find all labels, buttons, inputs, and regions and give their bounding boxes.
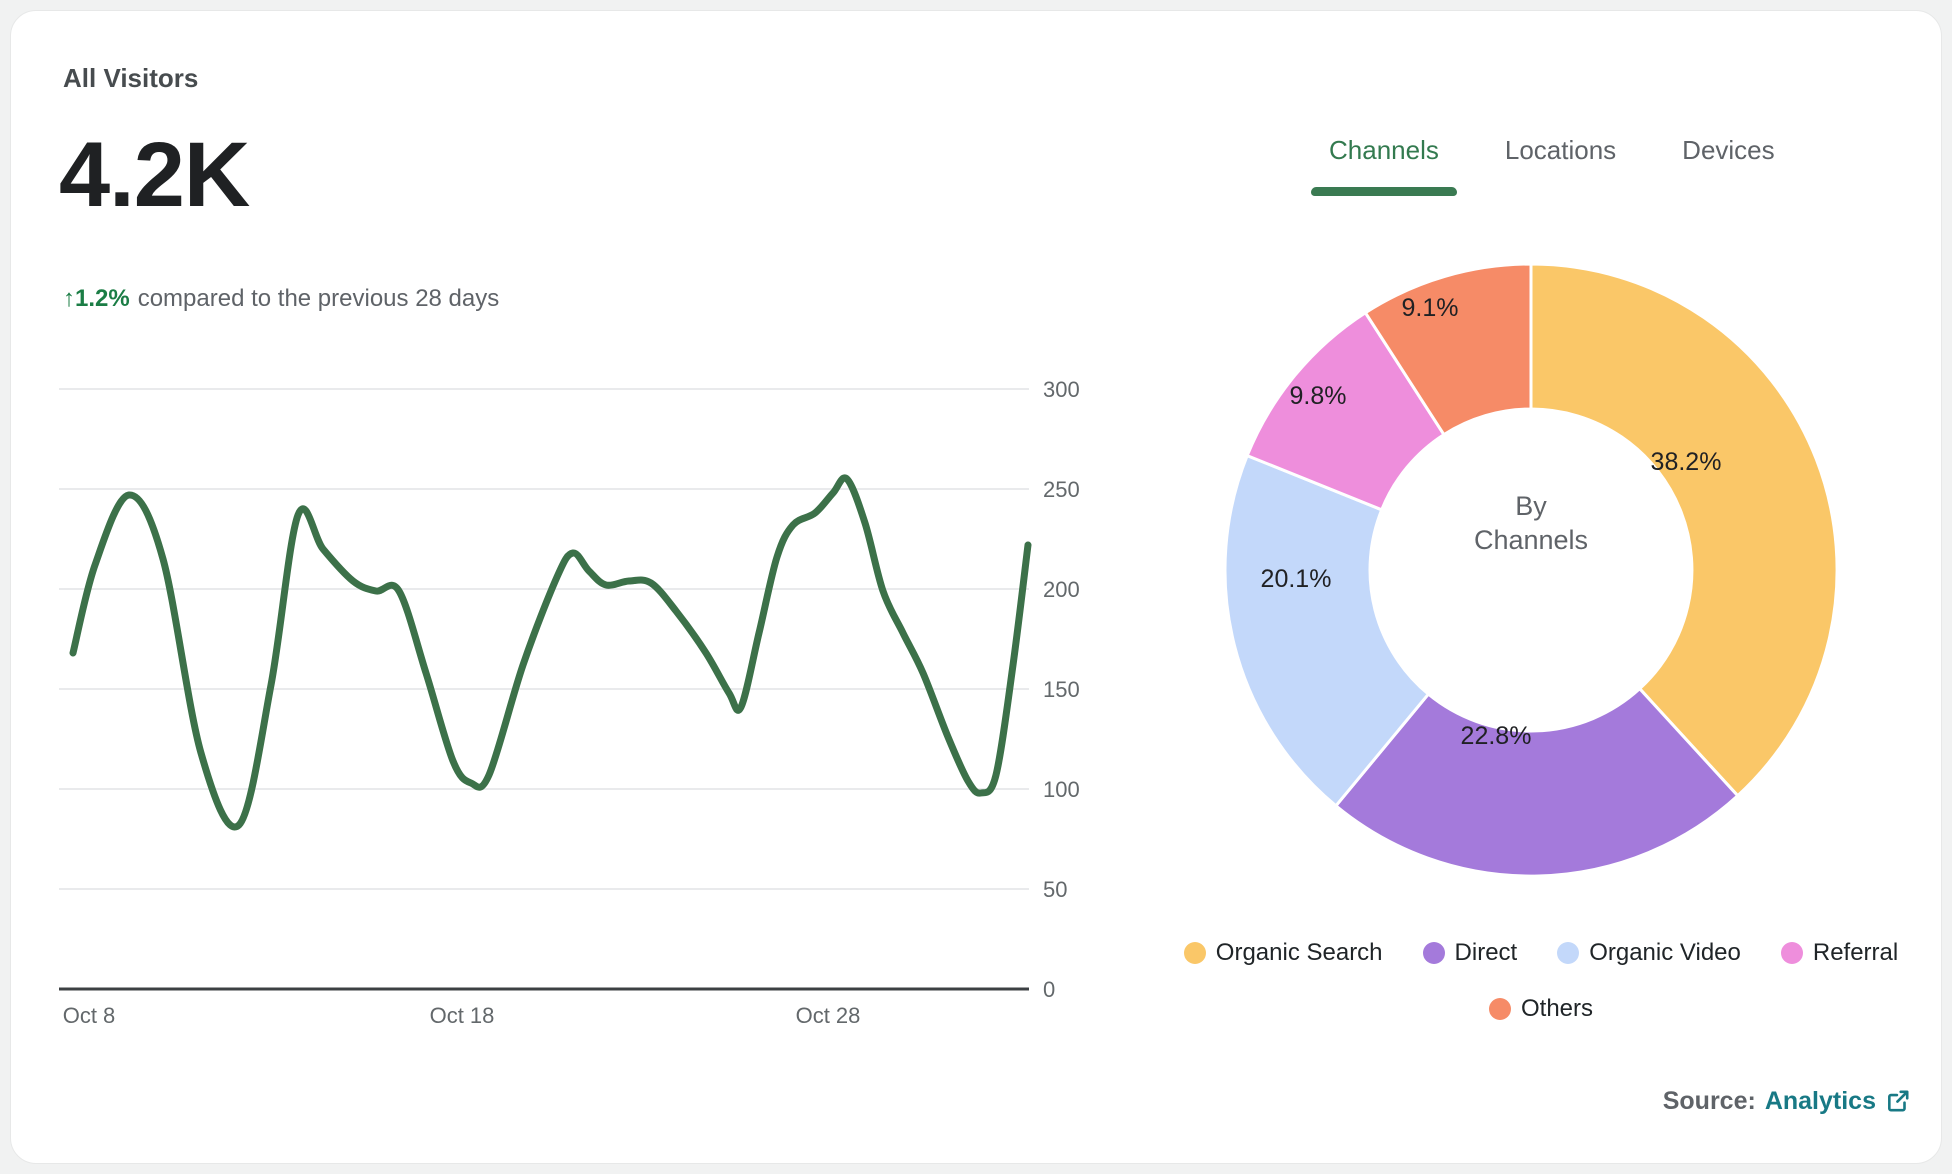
legend-label: Direct <box>1454 939 1518 966</box>
legend-item-others[interactable]: Others <box>1488 995 1594 1023</box>
tab-locations[interactable]: Locations <box>1487 126 1634 196</box>
donut-percent-label: 9.8% <box>1290 382 1347 410</box>
visitors-series-line <box>69 474 1032 831</box>
tab-label: Locations <box>1504 135 1617 165</box>
legend-swatch-icon <box>1488 998 1511 1020</box>
active-tab-underline <box>1311 187 1457 196</box>
tab-devices[interactable]: Devices <box>1664 126 1792 196</box>
tab-label: Devices <box>1682 135 1775 165</box>
donut-percent-label: 9.1% <box>1402 294 1459 322</box>
tab-channels[interactable]: Channels <box>1311 126 1457 196</box>
legend-item-direct[interactable]: Direct <box>1422 939 1518 967</box>
donut-legend: Organic Search Direct Organic Video Referra… <box>1151 931 1931 1031</box>
legend-swatch-icon <box>1183 942 1206 964</box>
y-tick-label: 300 <box>1043 377 1080 402</box>
x-tick-label: Oct 28 <box>796 1003 861 1028</box>
donut-center-label: By <box>1515 491 1547 521</box>
legend-item-organic-video[interactable]: Organic Video <box>1557 939 1741 967</box>
source-row: Source: Analytics <box>1663 1087 1911 1115</box>
donut-center-label: Channels <box>1474 525 1588 555</box>
donut-slice-organic-search[interactable] <box>1529 262 1839 798</box>
y-tick-label: 100 <box>1043 777 1080 802</box>
donut-slice-direct[interactable] <box>1334 687 1740 878</box>
legend-item-referral[interactable]: Referral <box>1780 939 1899 967</box>
page-title: All Visitors <box>63 63 199 93</box>
source-analytics-link[interactable]: Analytics <box>1764 1087 1876 1115</box>
y-tick-label: 0 <box>1043 977 1055 1002</box>
external-link-icon[interactable] <box>1885 1088 1911 1114</box>
legend-row: Organic Search Direct Organic Video Referra… <box>1151 931 1931 975</box>
channel-tabs: Channels Locations Devices <box>1311 126 1793 196</box>
trend-summary: ↑1.2% compared to the previous 28 days <box>63 283 499 315</box>
source-label: Source: <box>1662 1087 1756 1115</box>
y-tick-label: 50 <box>1043 877 1067 902</box>
y-tick-label: 250 <box>1043 477 1080 502</box>
legend-label: Referral <box>1812 939 1899 966</box>
x-tick-label: Oct 8 <box>63 1003 116 1028</box>
donut-slice-organic-video[interactable] <box>1223 454 1430 808</box>
legend-swatch-icon <box>1780 942 1803 964</box>
legend-swatch-icon <box>1422 942 1445 964</box>
legend-row: Others <box>1151 987 1931 1031</box>
legend-label: Others <box>1520 995 1594 1022</box>
channels-donut-chart: 38.2% 22.8% 20.1% 9.8% 9.1% By Channels <box>1223 262 1839 878</box>
legend-label: Organic Search <box>1215 939 1383 966</box>
legend-label: Organic Video <box>1589 939 1741 966</box>
donut-percent-label: 22.8% <box>1461 722 1532 750</box>
legend-item-organic-search[interactable]: Organic Search <box>1183 939 1383 967</box>
donut-percent-label: 20.1% <box>1261 565 1332 593</box>
donut-percent-label: 38.2% <box>1651 448 1722 476</box>
trend-up-arrow-icon: ↑ <box>63 285 75 312</box>
trend-percent: 1.2% <box>75 285 130 312</box>
x-tick-label: Oct 18 <box>430 1003 495 1028</box>
y-tick-label: 200 <box>1043 577 1080 602</box>
visitors-total-value: 4.2K <box>59 124 250 226</box>
tab-label: Channels <box>1329 135 1439 165</box>
dashboard-card: All Visitors 4.2K ↑1.2% compared to the p… <box>10 10 1942 1164</box>
y-tick-label: 150 <box>1043 677 1080 702</box>
donut-slice-others[interactable] <box>1363 262 1533 437</box>
visitors-line-chart: 0 50 100 150 200 250 300 Oct 8 Oct 18 Oct 28 <box>59 377 1080 1028</box>
trend-text: compared to the previous 28 days <box>137 285 500 312</box>
legend-swatch-icon <box>1557 942 1580 964</box>
